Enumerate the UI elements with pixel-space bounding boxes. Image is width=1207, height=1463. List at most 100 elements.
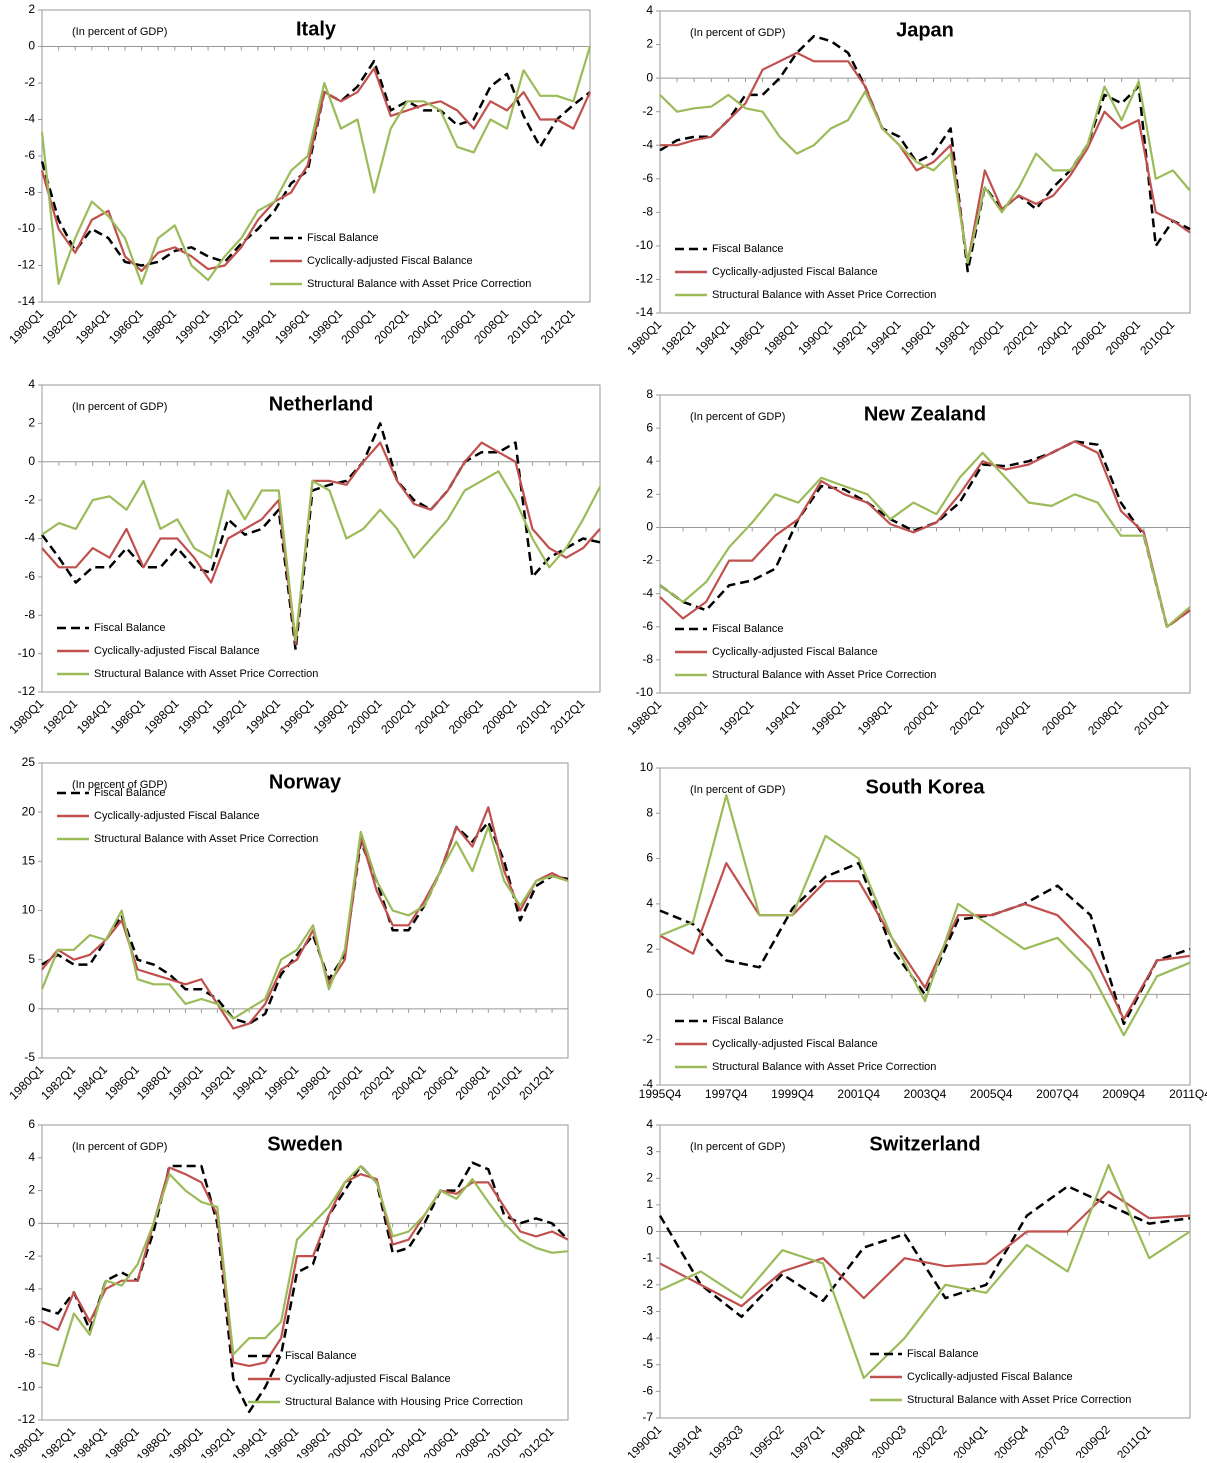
series-line xyxy=(40,422,601,652)
series-line xyxy=(658,1185,1191,1319)
x-tick-label: 1986Q1 xyxy=(102,1062,142,1102)
y-tick-label: -8 xyxy=(24,607,35,621)
x-tick-label: 1996Q1 xyxy=(809,697,849,737)
chart-title: New Zealand xyxy=(864,403,986,425)
x-tick-label: 2006Q1 xyxy=(1069,317,1109,357)
x-tick-label: 1998Q1 xyxy=(932,317,972,357)
x-tick-label: 1980Q1 xyxy=(6,696,46,736)
series-line xyxy=(659,440,1191,629)
x-tick-label: 1994Q1 xyxy=(864,317,904,357)
series-line xyxy=(40,825,569,1020)
x-tick-label: 1998Q1 xyxy=(293,1062,333,1102)
y-tick-label: 6 xyxy=(646,420,653,434)
x-tick-label: 2002Q1 xyxy=(1000,317,1040,357)
y-tick-label: -2 xyxy=(24,492,35,506)
y-tick-label: 0 xyxy=(646,1224,653,1238)
y-tick-label: -5 xyxy=(24,1050,35,1064)
x-tick-label: 2000Q3 xyxy=(869,1422,909,1458)
chart-title: Sweden xyxy=(267,1133,343,1155)
series-line xyxy=(41,1166,569,1367)
y-tick-label: -4 xyxy=(24,531,35,545)
y-tick-label: 2 xyxy=(28,416,35,430)
x-tick-label: 1992Q1 xyxy=(716,697,756,737)
y-tick-label: 0 xyxy=(28,1001,35,1015)
y-tick-label: -1 xyxy=(642,1250,653,1264)
legend-label: Fiscal Balance xyxy=(712,243,784,255)
y-tick-label: -10 xyxy=(636,685,654,699)
x-tick-label: 2005Q4 xyxy=(970,1087,1013,1101)
x-tick-label: 1982Q1 xyxy=(658,317,698,357)
series-line xyxy=(41,470,601,642)
legend-label: Structural Balance with Asset Price Corr… xyxy=(94,668,318,680)
x-tick-label: 2011Q4 xyxy=(1169,1087,1207,1101)
x-tick-label: 2002Q1 xyxy=(378,696,418,736)
legend-label: Fiscal Balance xyxy=(712,623,784,635)
y-tick-label: -8 xyxy=(24,185,35,199)
plot-frame xyxy=(41,1124,569,1421)
y-tick-label: 4 xyxy=(28,377,35,391)
x-tick-label: 1982Q1 xyxy=(39,306,79,346)
x-tick-label: 1990Q1 xyxy=(166,1062,206,1102)
series-line xyxy=(659,451,1191,628)
x-tick-label: 2008Q1 xyxy=(453,1062,493,1102)
x-tick-label: 1982Q1 xyxy=(38,1062,78,1102)
x-tick-label: 1994Q1 xyxy=(243,696,283,736)
y-tick-label: -6 xyxy=(642,171,653,185)
x-tick-label: 2006Q1 xyxy=(421,1062,461,1102)
x-tick-label: 1996Q1 xyxy=(277,696,317,736)
x-tick-label: 1992Q1 xyxy=(206,306,246,346)
chart-title: Italy xyxy=(296,18,337,40)
x-tick-label: 1990Q1 xyxy=(795,317,835,357)
y-tick-label: -7 xyxy=(642,1410,653,1424)
chart-title: Netherland xyxy=(269,393,373,415)
x-tick-label: 1988Q1 xyxy=(134,1062,174,1102)
x-tick-label: 2007Q3 xyxy=(1032,1422,1072,1458)
y-tick-label: 25 xyxy=(22,755,36,769)
y-tick-label: -8 xyxy=(642,652,653,666)
x-tick-label: 1998Q1 xyxy=(305,306,345,346)
x-tick-label: 2010Q1 xyxy=(484,1062,524,1102)
legend-label: Structural Balance with Asset Price Corr… xyxy=(307,278,531,290)
y-tick-label: 2 xyxy=(28,1183,35,1197)
series-line xyxy=(40,59,591,267)
x-tick-label: 1998Q1 xyxy=(311,696,351,736)
y-tick-label: 4 xyxy=(28,1150,35,1164)
x-tick-label: 2004Q1 xyxy=(1035,317,1075,357)
chart-subtitle: (In percent of GDP) xyxy=(72,401,167,413)
legend-label: Fiscal Balance xyxy=(94,622,166,634)
y-tick-label: 0 xyxy=(646,70,653,84)
x-tick-label: 1990Q1 xyxy=(670,697,710,737)
y-tick-label: -10 xyxy=(636,238,654,252)
y-tick-label: -4 xyxy=(24,112,35,126)
x-tick-label: 2010Q1 xyxy=(504,306,544,346)
chart-title: Norway xyxy=(269,771,342,793)
x-tick-label: 2006Q1 xyxy=(438,306,478,346)
series-line xyxy=(659,1190,1191,1308)
chart-title: Japan xyxy=(896,19,954,41)
y-tick-label: 0 xyxy=(646,520,653,534)
x-tick-label: 1980Q1 xyxy=(624,317,664,357)
y-tick-label: -4 xyxy=(24,1281,35,1295)
x-tick-label: 1990Q1 xyxy=(175,696,215,736)
series-line xyxy=(41,441,601,646)
x-tick-label: 1992Q1 xyxy=(829,317,869,357)
legend-label: Fiscal Balance xyxy=(307,232,379,244)
x-tick-label: 2001Q4 xyxy=(837,1087,880,1101)
x-tick-label: 1990Q1 xyxy=(624,1422,664,1458)
y-tick-label: -2 xyxy=(642,553,653,567)
y-tick-label: -14 xyxy=(18,294,36,308)
y-tick-label: 0 xyxy=(28,454,35,468)
legend-label: Cyclically-adjusted Fiscal Balance xyxy=(712,266,878,278)
legend-label: Structural Balance with Housing Price Co… xyxy=(285,1396,523,1408)
x-tick-label: 2002Q1 xyxy=(372,306,412,346)
y-tick-label: 8 xyxy=(646,387,653,401)
chart-subtitle: (In percent of GDP) xyxy=(72,779,167,791)
y-tick-label: 8 xyxy=(646,805,653,819)
legend-label: Structural Balance with Asset Price Corr… xyxy=(94,833,318,845)
x-tick-label: 2002Q2 xyxy=(910,1422,950,1458)
x-tick-label: 2004Q1 xyxy=(412,696,452,736)
x-tick-label: 2011Q1 xyxy=(1114,1422,1154,1458)
y-tick-label: -12 xyxy=(636,272,654,286)
y-tick-label: -12 xyxy=(18,684,36,698)
x-tick-label: 1992Q1 xyxy=(209,696,249,736)
